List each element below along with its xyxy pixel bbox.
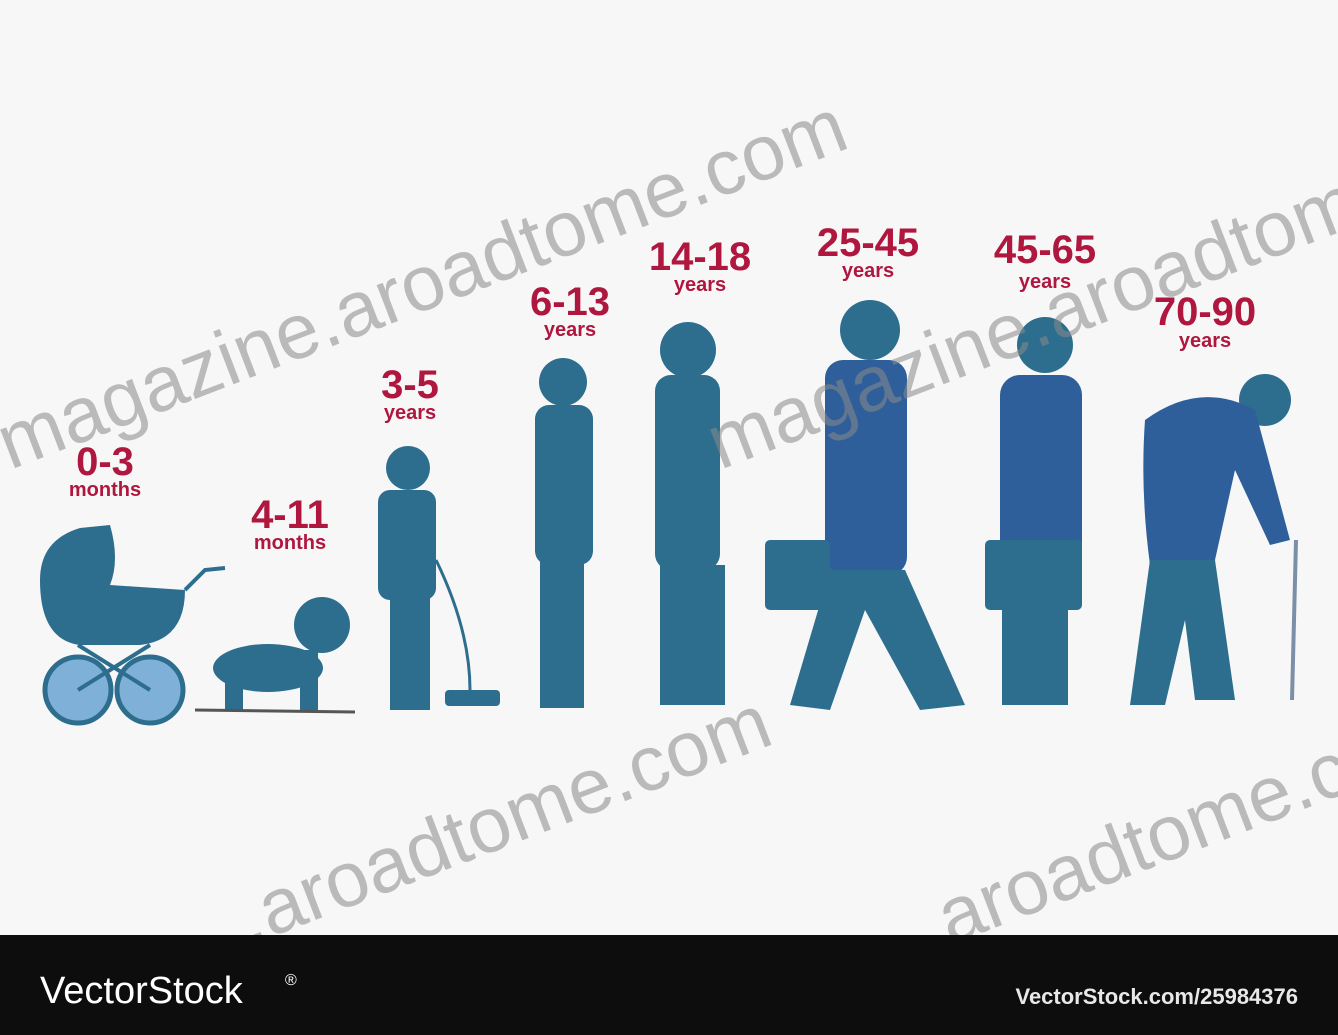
stage-range: 25-45 — [817, 221, 919, 265]
stage-range: 45-65 — [994, 228, 1096, 272]
stage-range: 3-5 — [381, 363, 439, 407]
stage-unit: years — [1019, 271, 1071, 293]
stage-range: 0-3 — [76, 440, 134, 484]
stage-unit: years — [384, 402, 436, 424]
stage-unit: years — [674, 274, 726, 296]
teen — [655, 322, 725, 705]
stock-image: magazine.aroadtome.com magazine.aroadtom… — [0, 0, 1338, 1035]
stage-unit: months — [69, 479, 141, 501]
footer-mark: ® — [285, 972, 297, 989]
stage-unit: months — [254, 532, 326, 554]
stage-range: 4-11 — [251, 493, 329, 537]
footer-brand: VectorStock — [40, 970, 244, 1012]
stage-unit: years — [842, 260, 894, 282]
stage-unit: years — [544, 319, 596, 341]
footer-url: VectorStock.com/25984376 — [1015, 984, 1298, 1009]
stage-unit: years — [1179, 330, 1231, 352]
stage-range: 6-13 — [530, 280, 610, 324]
stage-range: 70-90 — [1154, 290, 1256, 334]
stage-range: 14-18 — [649, 235, 751, 279]
